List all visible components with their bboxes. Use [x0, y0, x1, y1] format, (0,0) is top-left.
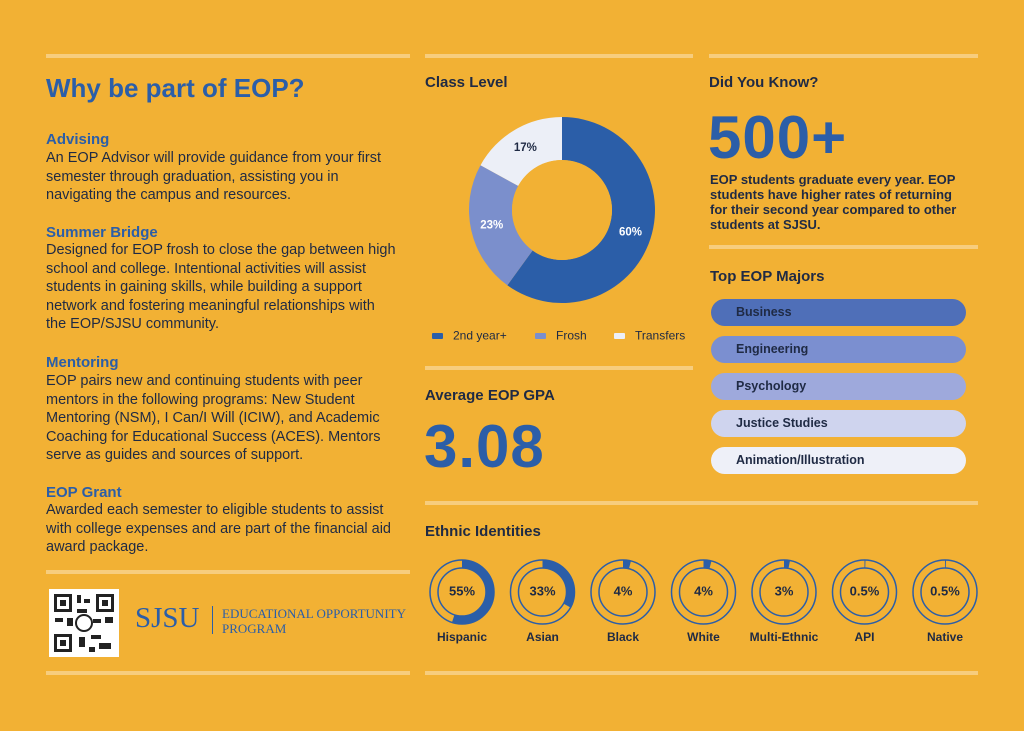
page-title: Why be part of EOP?: [46, 73, 305, 103]
section-body: EOP pairs new and continuing students wi…: [46, 373, 381, 463]
data-label: 55%: [449, 583, 475, 598]
data-label: 60%: [619, 226, 642, 238]
data-label: 33%: [529, 583, 555, 598]
chart-title: Class Level: [425, 74, 508, 91]
section-body: Awarded each semester to eligible studen…: [46, 502, 391, 555]
gpa-value: 3.08: [424, 413, 545, 480]
divider: [46, 54, 410, 58]
ring-arc: [671, 560, 736, 624]
category-label: Black: [607, 630, 639, 644]
major-item: Business: [711, 299, 966, 326]
section-heading: EOP Grant: [46, 484, 122, 501]
data-label: 4%: [614, 583, 633, 598]
ring-arc: [913, 560, 977, 624]
ring-outline: [839, 567, 890, 617]
data-label: 0.5%: [850, 583, 880, 598]
ring-arc: [430, 560, 494, 624]
ring-outline: [509, 559, 576, 625]
category-label: White: [687, 630, 720, 644]
legend-label: Transfers: [635, 329, 685, 343]
data-label: 0.5%: [930, 583, 960, 598]
logo-line: PROGRAM: [222, 621, 287, 636]
ring-arc: [832, 560, 897, 624]
section-heading: Summer Bridge: [46, 224, 158, 241]
chart-title: Ethnic Identities: [425, 523, 541, 540]
category-label: Asian: [526, 630, 559, 644]
data-label: 23%: [480, 220, 503, 232]
logo-name: SJSU: [135, 602, 200, 634]
divider: [709, 54, 978, 58]
legend-label: Frosh: [556, 329, 587, 343]
ring-outline: [912, 559, 978, 625]
ring-outline: [920, 567, 970, 617]
category-label: Hispanic: [437, 630, 487, 644]
fact-text: EOP students graduate every year. EOP st…: [710, 172, 957, 232]
category-label: Native: [927, 630, 963, 644]
ring-arc: [591, 560, 655, 624]
divider: [425, 54, 693, 58]
ring-outline: [598, 567, 648, 617]
divider: [46, 570, 410, 574]
category-label: Multi-Ethnic: [750, 630, 819, 644]
section-body: Designed for EOP frosh to close the gap …: [46, 242, 396, 332]
divider: [425, 671, 978, 675]
ring-arc: [752, 560, 816, 624]
section-body: An EOP Advisor will provide guidance fro…: [46, 150, 381, 203]
ring-outline: [670, 559, 737, 625]
ring-arc: [510, 560, 575, 624]
legend-label: 2nd year+: [453, 329, 507, 343]
donut-segment: [469, 165, 533, 286]
major-item: Psychology: [711, 373, 966, 400]
ring-outline: [678, 567, 729, 617]
divider: [425, 366, 693, 370]
ring-outline: [831, 559, 898, 625]
fact-title: Did You Know?: [709, 74, 819, 91]
ring-outline: [590, 559, 656, 625]
qr-code: [49, 589, 119, 657]
section-heading: Mentoring: [46, 354, 119, 371]
ring-outline: [429, 559, 495, 625]
divider: [709, 245, 978, 249]
donut-hole: [512, 160, 612, 260]
ring-outline: [517, 567, 568, 617]
logo-separator: [212, 606, 213, 634]
donut-segment: [507, 117, 655, 303]
major-item: Justice Studies: [711, 410, 966, 437]
legend-swatch: [535, 333, 546, 339]
legend-swatch: [432, 333, 443, 339]
data-label: 17%: [514, 142, 537, 154]
majors-title: Top EOP Majors: [710, 268, 825, 285]
major-item: Animation/Illustration: [711, 447, 966, 474]
section-heading: Advising: [46, 131, 110, 148]
ring-outline: [437, 567, 487, 617]
divider: [46, 671, 410, 675]
data-label: 3%: [775, 583, 794, 598]
category-label: API: [854, 630, 874, 644]
major-item: Engineering: [711, 336, 966, 363]
ring-outline: [759, 567, 809, 617]
logo-line: EDUCATIONAL OPPORTUNITY: [222, 606, 406, 621]
divider: [425, 501, 978, 505]
gpa-title: Average EOP GPA: [425, 387, 555, 404]
legend-swatch: [614, 333, 625, 339]
ring-outline: [751, 559, 817, 625]
donut-segment: [480, 117, 562, 186]
fact-value: 500+: [708, 104, 848, 171]
data-label: 4%: [694, 583, 713, 598]
